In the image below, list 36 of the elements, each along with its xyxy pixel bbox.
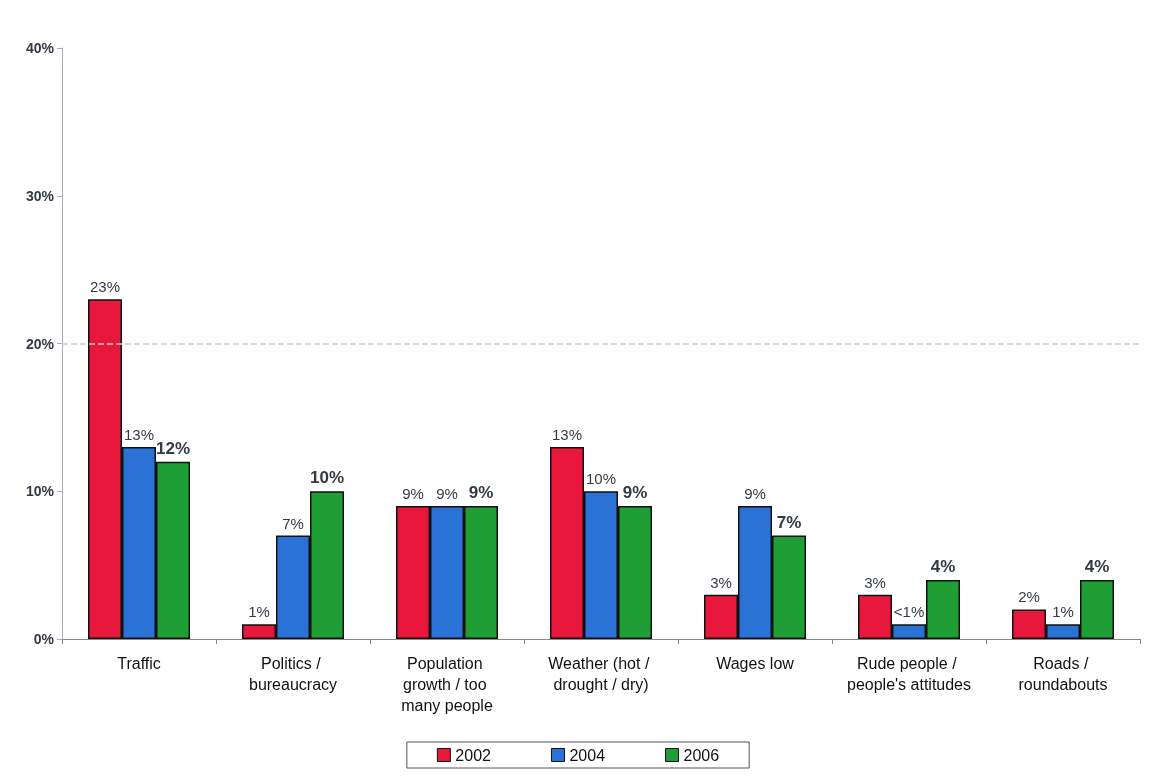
data-label: 4% bbox=[930, 556, 956, 576]
data-label: 3% bbox=[710, 573, 732, 591]
data-label: 9% bbox=[622, 483, 648, 503]
data-label: 9% bbox=[436, 485, 458, 503]
x-tick-label: Weather (hot / drought / dry) bbox=[548, 655, 654, 693]
data-label: 1% bbox=[248, 603, 270, 621]
data-label: 9% bbox=[402, 485, 424, 503]
data-label: 12% bbox=[155, 438, 191, 458]
data-label: 3% bbox=[864, 573, 886, 591]
data-label: 4% bbox=[1084, 556, 1110, 576]
data-label: 7% bbox=[282, 514, 304, 532]
y-tick-label: 20% bbox=[25, 335, 55, 352]
data-label: 13% bbox=[123, 425, 155, 443]
x-tick-label: Rude people / people's attitudes bbox=[846, 655, 972, 693]
data-label: 2% bbox=[1018, 588, 1040, 606]
legend-label: 2006 bbox=[683, 746, 720, 764]
y-tick-label: 0% bbox=[33, 631, 55, 647]
data-label: <1% bbox=[893, 603, 925, 621]
y-tick-label: 10% bbox=[25, 483, 55, 500]
legend-label: 2004 bbox=[569, 746, 606, 764]
x-tick-label: Wages low bbox=[716, 655, 795, 672]
x-tick-label: Population growth / too many people bbox=[401, 655, 493, 714]
data-label: 9% bbox=[468, 483, 494, 503]
data-label: 10% bbox=[585, 470, 617, 488]
y-tick-label: 40% bbox=[25, 40, 55, 56]
x-tick-label: Traffic bbox=[117, 655, 161, 672]
data-label: 7% bbox=[776, 512, 802, 532]
data-label: 1% bbox=[1052, 603, 1074, 621]
data-label: 10% bbox=[309, 468, 345, 488]
legend-label: 2002 bbox=[455, 746, 492, 764]
y-tick-label: 30% bbox=[25, 187, 55, 204]
data-label: 9% bbox=[744, 485, 766, 503]
x-tick-label: Roads / roundabouts bbox=[1018, 655, 1108, 693]
x-tick-label: Politics / bureaucracy bbox=[248, 655, 338, 693]
data-label: 13% bbox=[551, 425, 583, 443]
data-label: 23% bbox=[89, 278, 121, 296]
